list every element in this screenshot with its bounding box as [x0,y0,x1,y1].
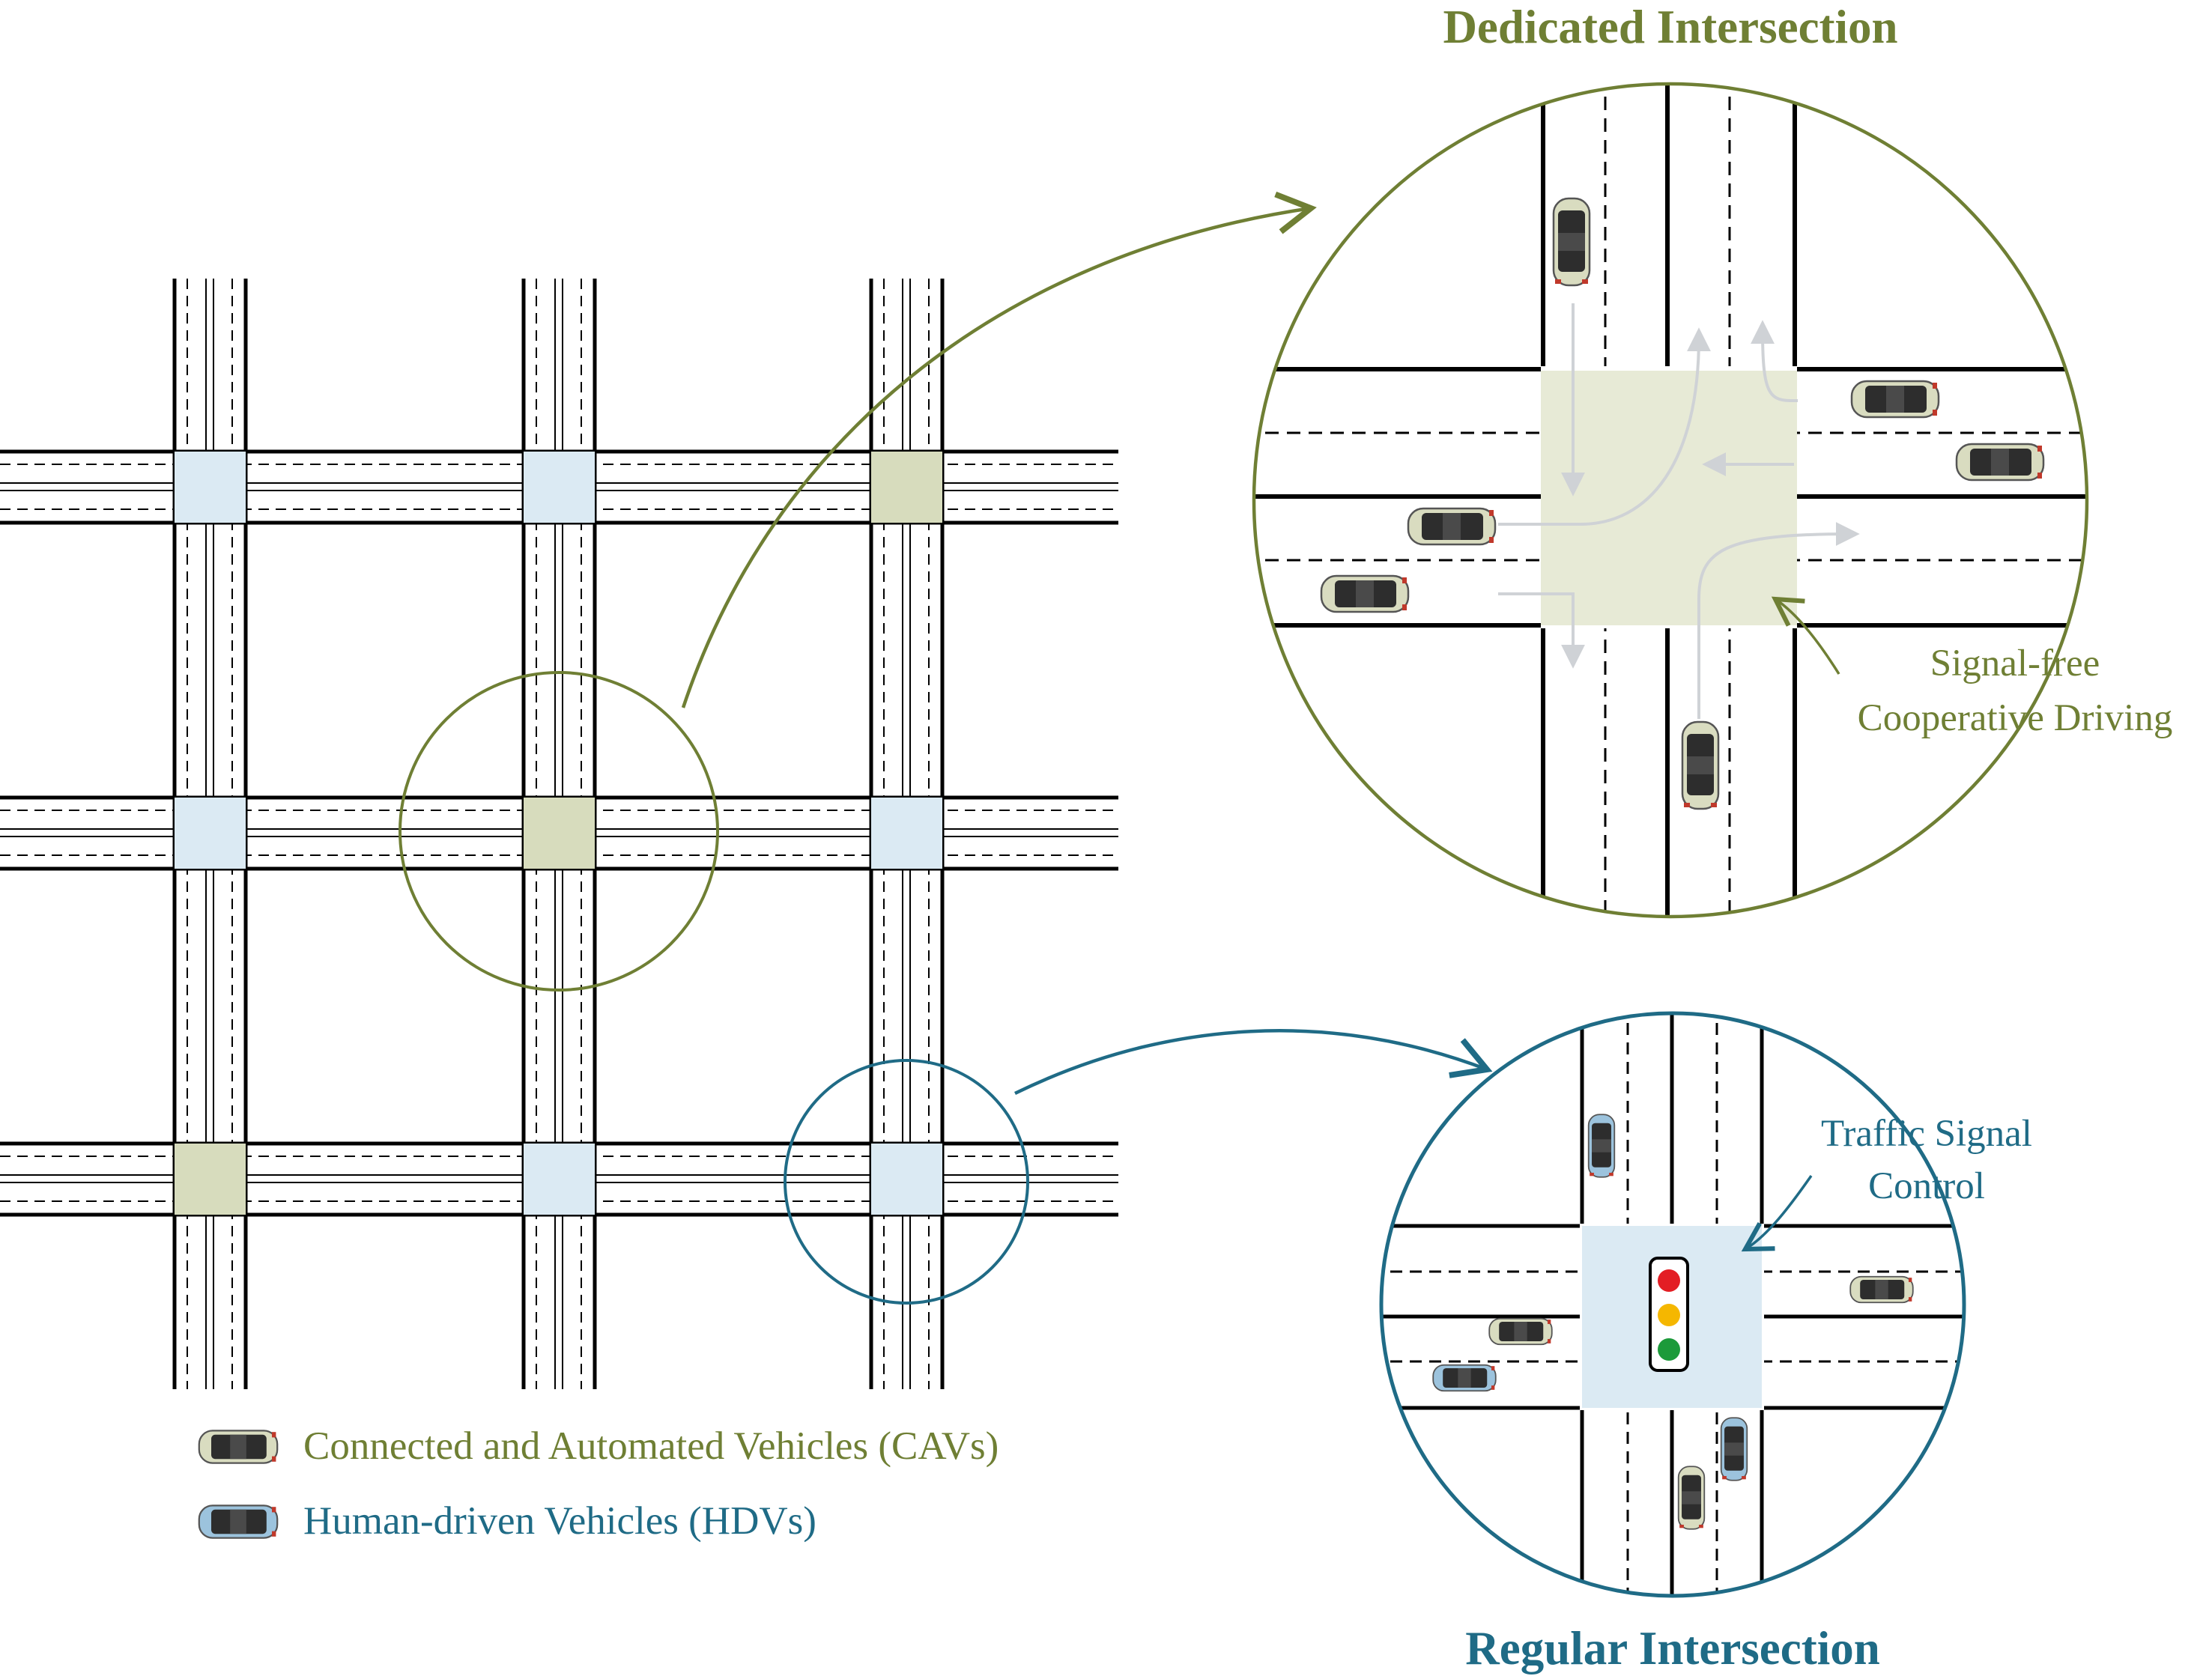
cav-legend-icon [198,1430,279,1464]
hdv-vehicle [1720,1417,1748,1481]
traffic-signal-label: Traffic Signal [1821,1113,2032,1155]
grid-intersection-regular [871,1144,942,1215]
hdv-legend-icon [198,1505,279,1539]
grid-intersection-dedicated [175,1144,246,1215]
grid-intersection-regular [524,1144,595,1215]
regular-intersection-zoom [1379,1011,1966,1598]
dedicated-focus-circle [399,671,719,992]
dedicated-conflict-zone [1541,371,1797,625]
traffic-light-icon [1649,1257,1689,1372]
cav-vehicle [1955,443,2045,482]
grid-intersection-regular [871,798,942,869]
grid-intersection-dedicated [871,452,942,523]
cav-vehicle [1320,574,1410,613]
hdv-vehicle [1587,1114,1616,1178]
legend: Connected and Automated Vehicles (CAVs) … [198,1424,999,1543]
road-grid [0,279,1118,1389]
grid-intersection-dedicated [524,798,595,869]
control-label: Control [1868,1165,1985,1207]
signal-free-pointer [1771,596,1840,675]
regular-connector-arrow [1014,1029,1493,1096]
cav-vehicle [1849,1275,1914,1304]
dedicated-intersection-zoom [1252,82,2089,919]
legend-cav-label: Connected and Automated Vehicles (CAVs) [303,1424,999,1468]
hdv-vehicle [1432,1364,1497,1392]
grid-intersection-regular [524,452,595,523]
cav-vehicle [1488,1317,1553,1346]
cav-vehicle [1407,507,1497,546]
cooperative-driving-label: Cooperative Driving [1858,697,2173,739]
traffic-signal-pointer [1741,1174,1813,1252]
grid-intersection-regular [175,452,246,523]
cav-vehicle [1850,380,1940,419]
regular-title: Regular Intersection [1465,1622,1880,1675]
regular-focus-circle [784,1059,1029,1305]
cav-vehicle [1552,197,1591,287]
dedicated-connector-arrow [681,191,1317,708]
grid-intersection-regular [175,798,246,869]
cav-vehicle [1677,1466,1706,1530]
signal-free-label: Signal-free [1930,643,2100,684]
dedicated-title: Dedicated Intersection [1443,1,1897,53]
cav-vehicle [1681,720,1720,810]
legend-hdv-label: Human-driven Vehicles (HDVs) [303,1499,816,1543]
